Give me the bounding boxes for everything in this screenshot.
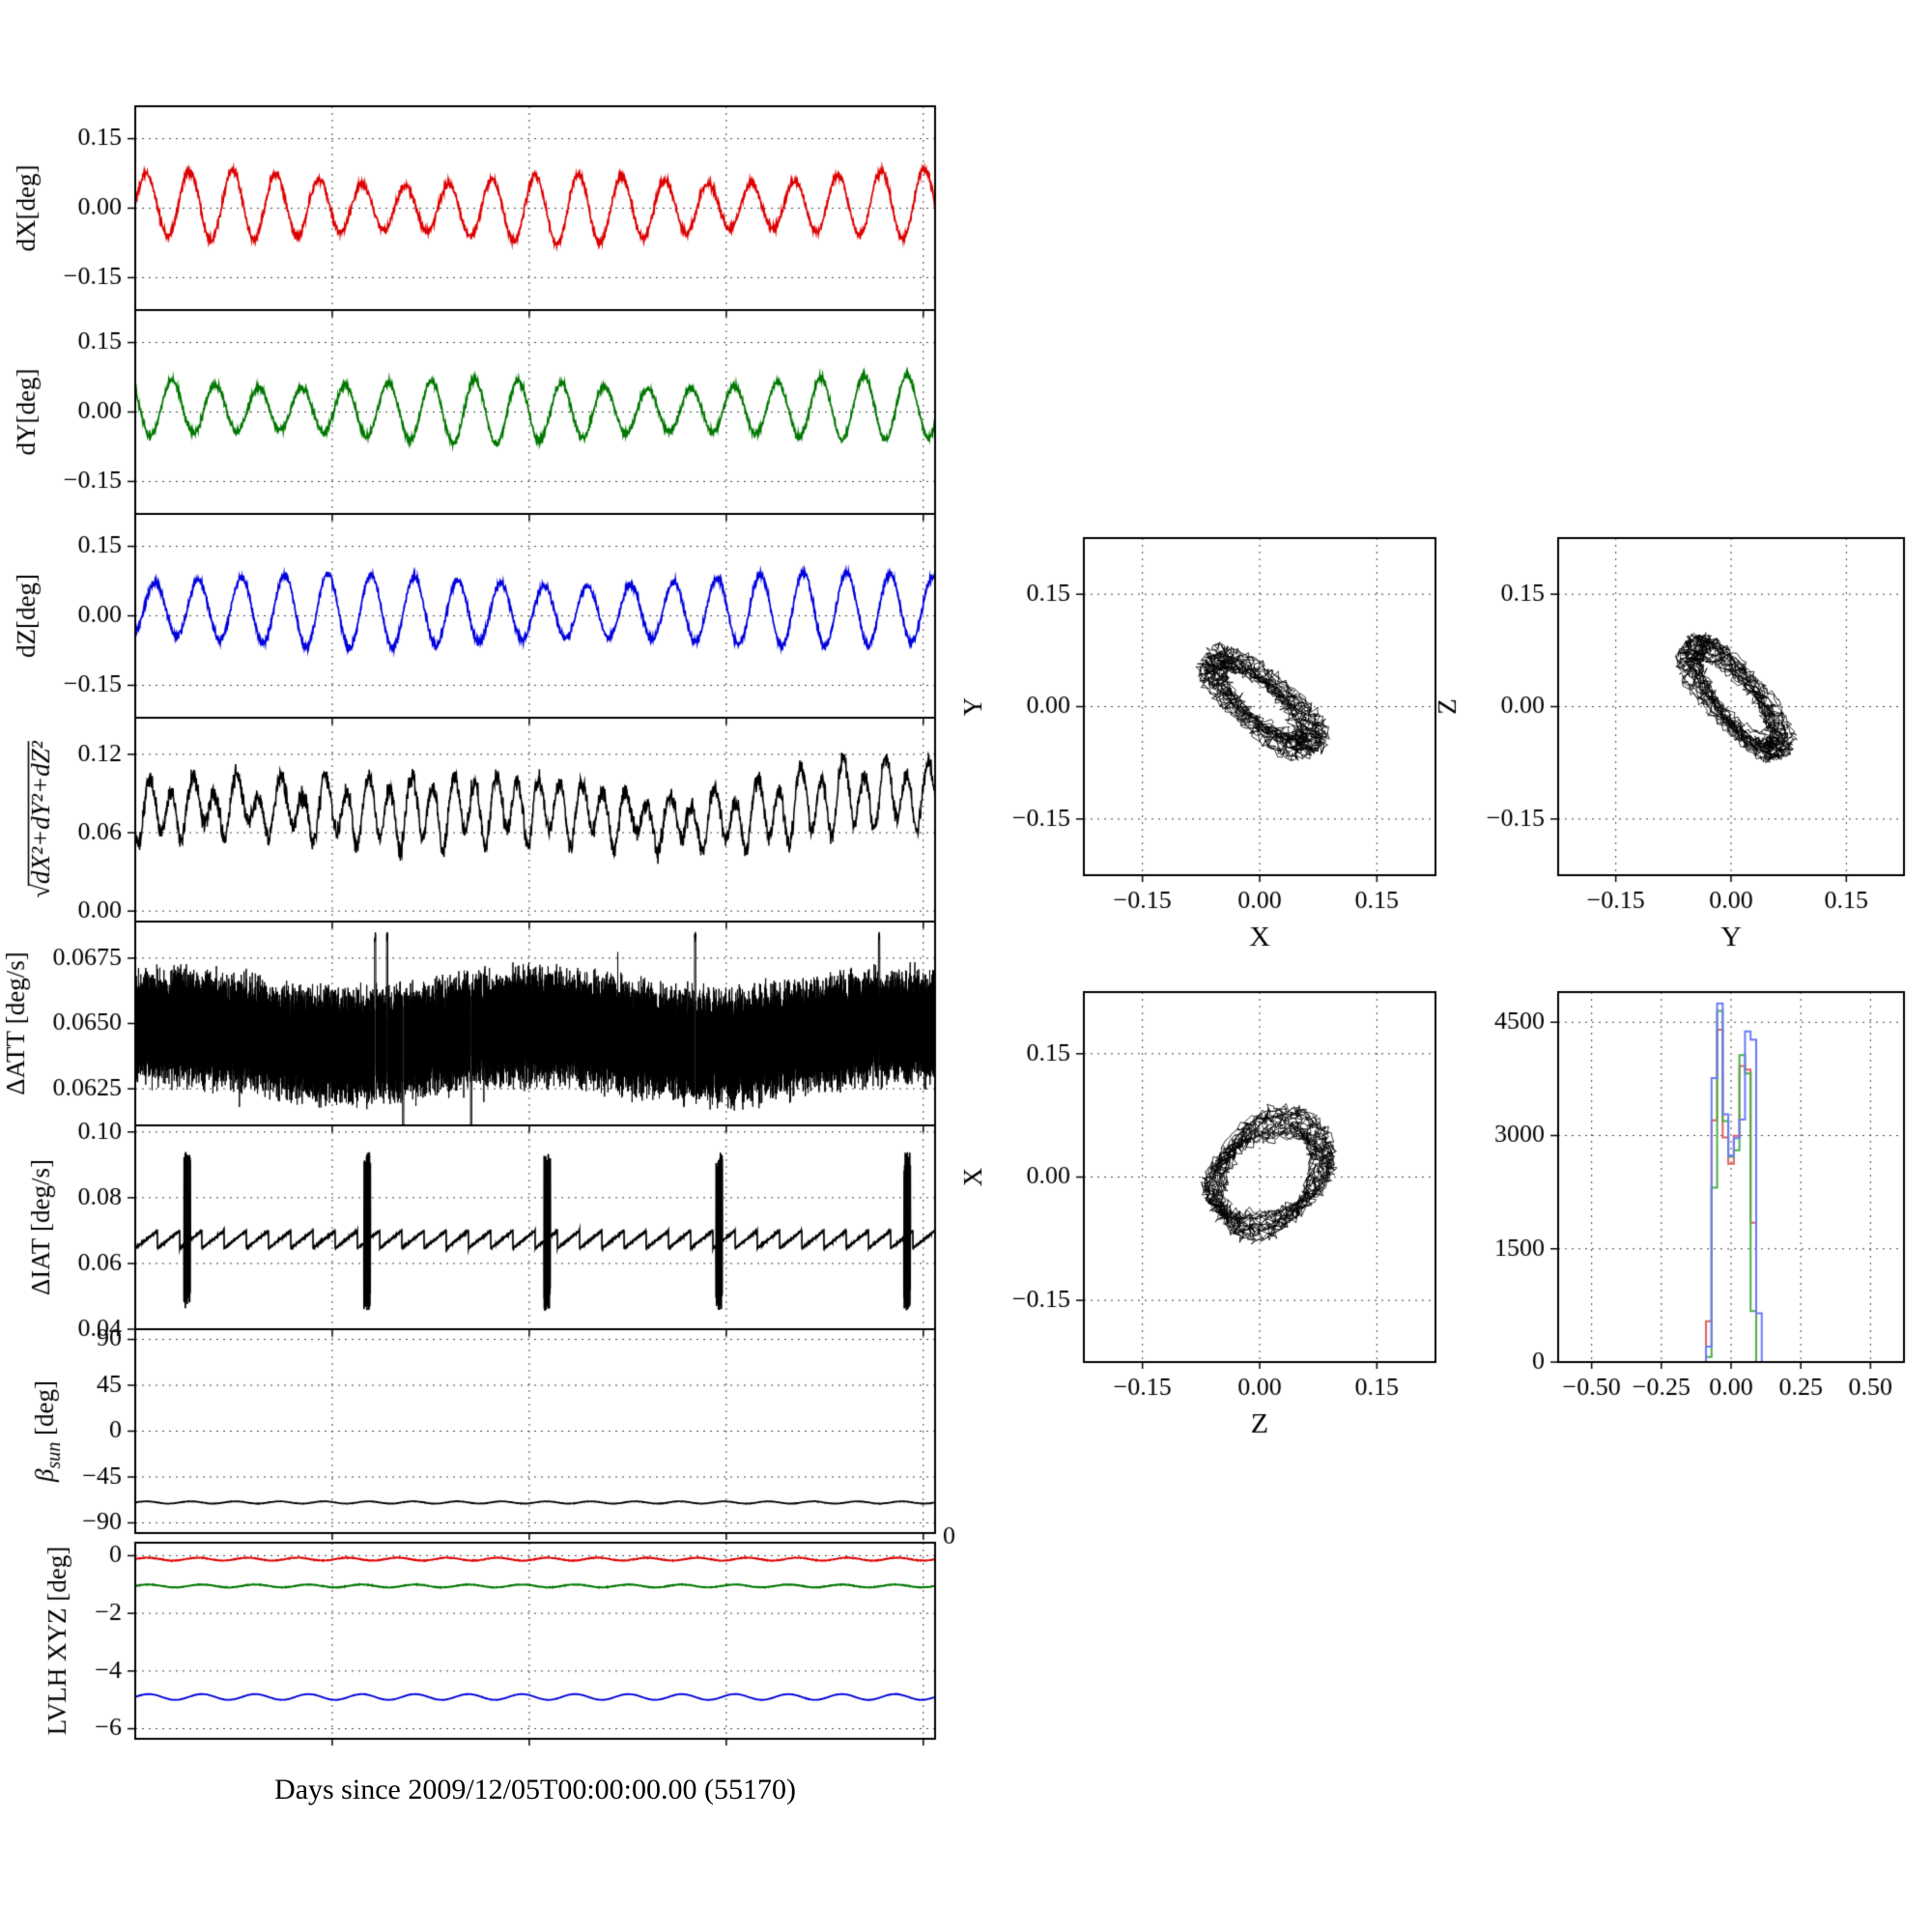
x-axis-label: Days since 2009/12/05T00:00:00.00 (55170… [274,1774,796,1805]
